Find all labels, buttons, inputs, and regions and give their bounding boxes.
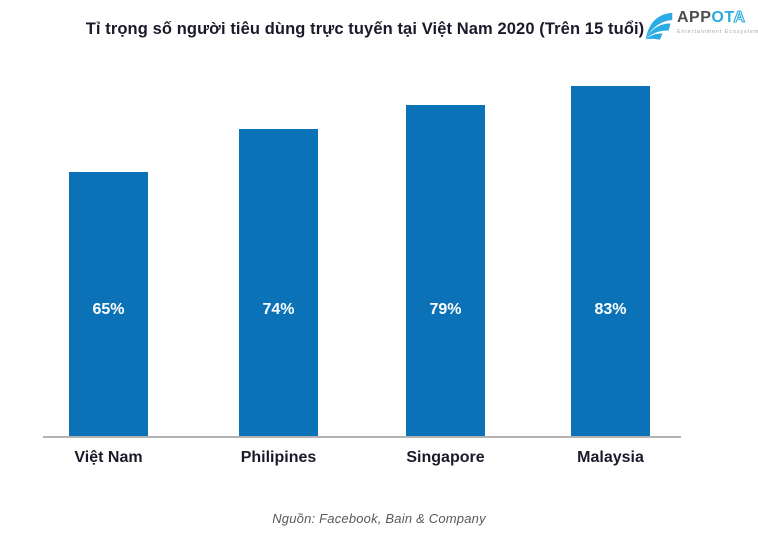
chart-title: Tỉ trọng số người tiêu dùng trực tuyến t… <box>85 20 645 38</box>
bar-Singapore: 79% <box>406 105 485 437</box>
bar-Việt Nam: 65% <box>69 172 148 437</box>
category-label: Malaysia <box>577 449 644 466</box>
bar-value-label: 65% <box>92 301 125 318</box>
logo-app-letters: APP <box>677 9 712 26</box>
appota-fan-icon <box>645 12 673 40</box>
appota-logo-text: APPOTA Entertainment Ecosystem <box>677 8 758 35</box>
logo-tagline: Entertainment Ecosystem <box>677 29 758 35</box>
x-axis-line <box>43 436 681 438</box>
bar-value-label: 83% <box>594 301 627 318</box>
logo-a-letter: A <box>733 8 746 26</box>
category-label: Philipines <box>240 449 317 466</box>
source-note: Nguồn: Facebook, Bain & Company <box>272 511 486 526</box>
logo-ot-letters: OT <box>711 9 734 26</box>
bar-Malaysia: 83% <box>571 86 650 437</box>
appota-wordmark: APPOTA <box>677 8 758 28</box>
appota-logo: APPOTA Entertainment Ecosystem <box>644 8 758 44</box>
category-label: Singapore <box>406 449 485 466</box>
bar-Philipines: 74% <box>239 129 318 437</box>
category-label: Việt Nam <box>74 449 143 466</box>
bar-value-label: 79% <box>429 301 462 318</box>
bar-value-label: 74% <box>262 301 295 318</box>
